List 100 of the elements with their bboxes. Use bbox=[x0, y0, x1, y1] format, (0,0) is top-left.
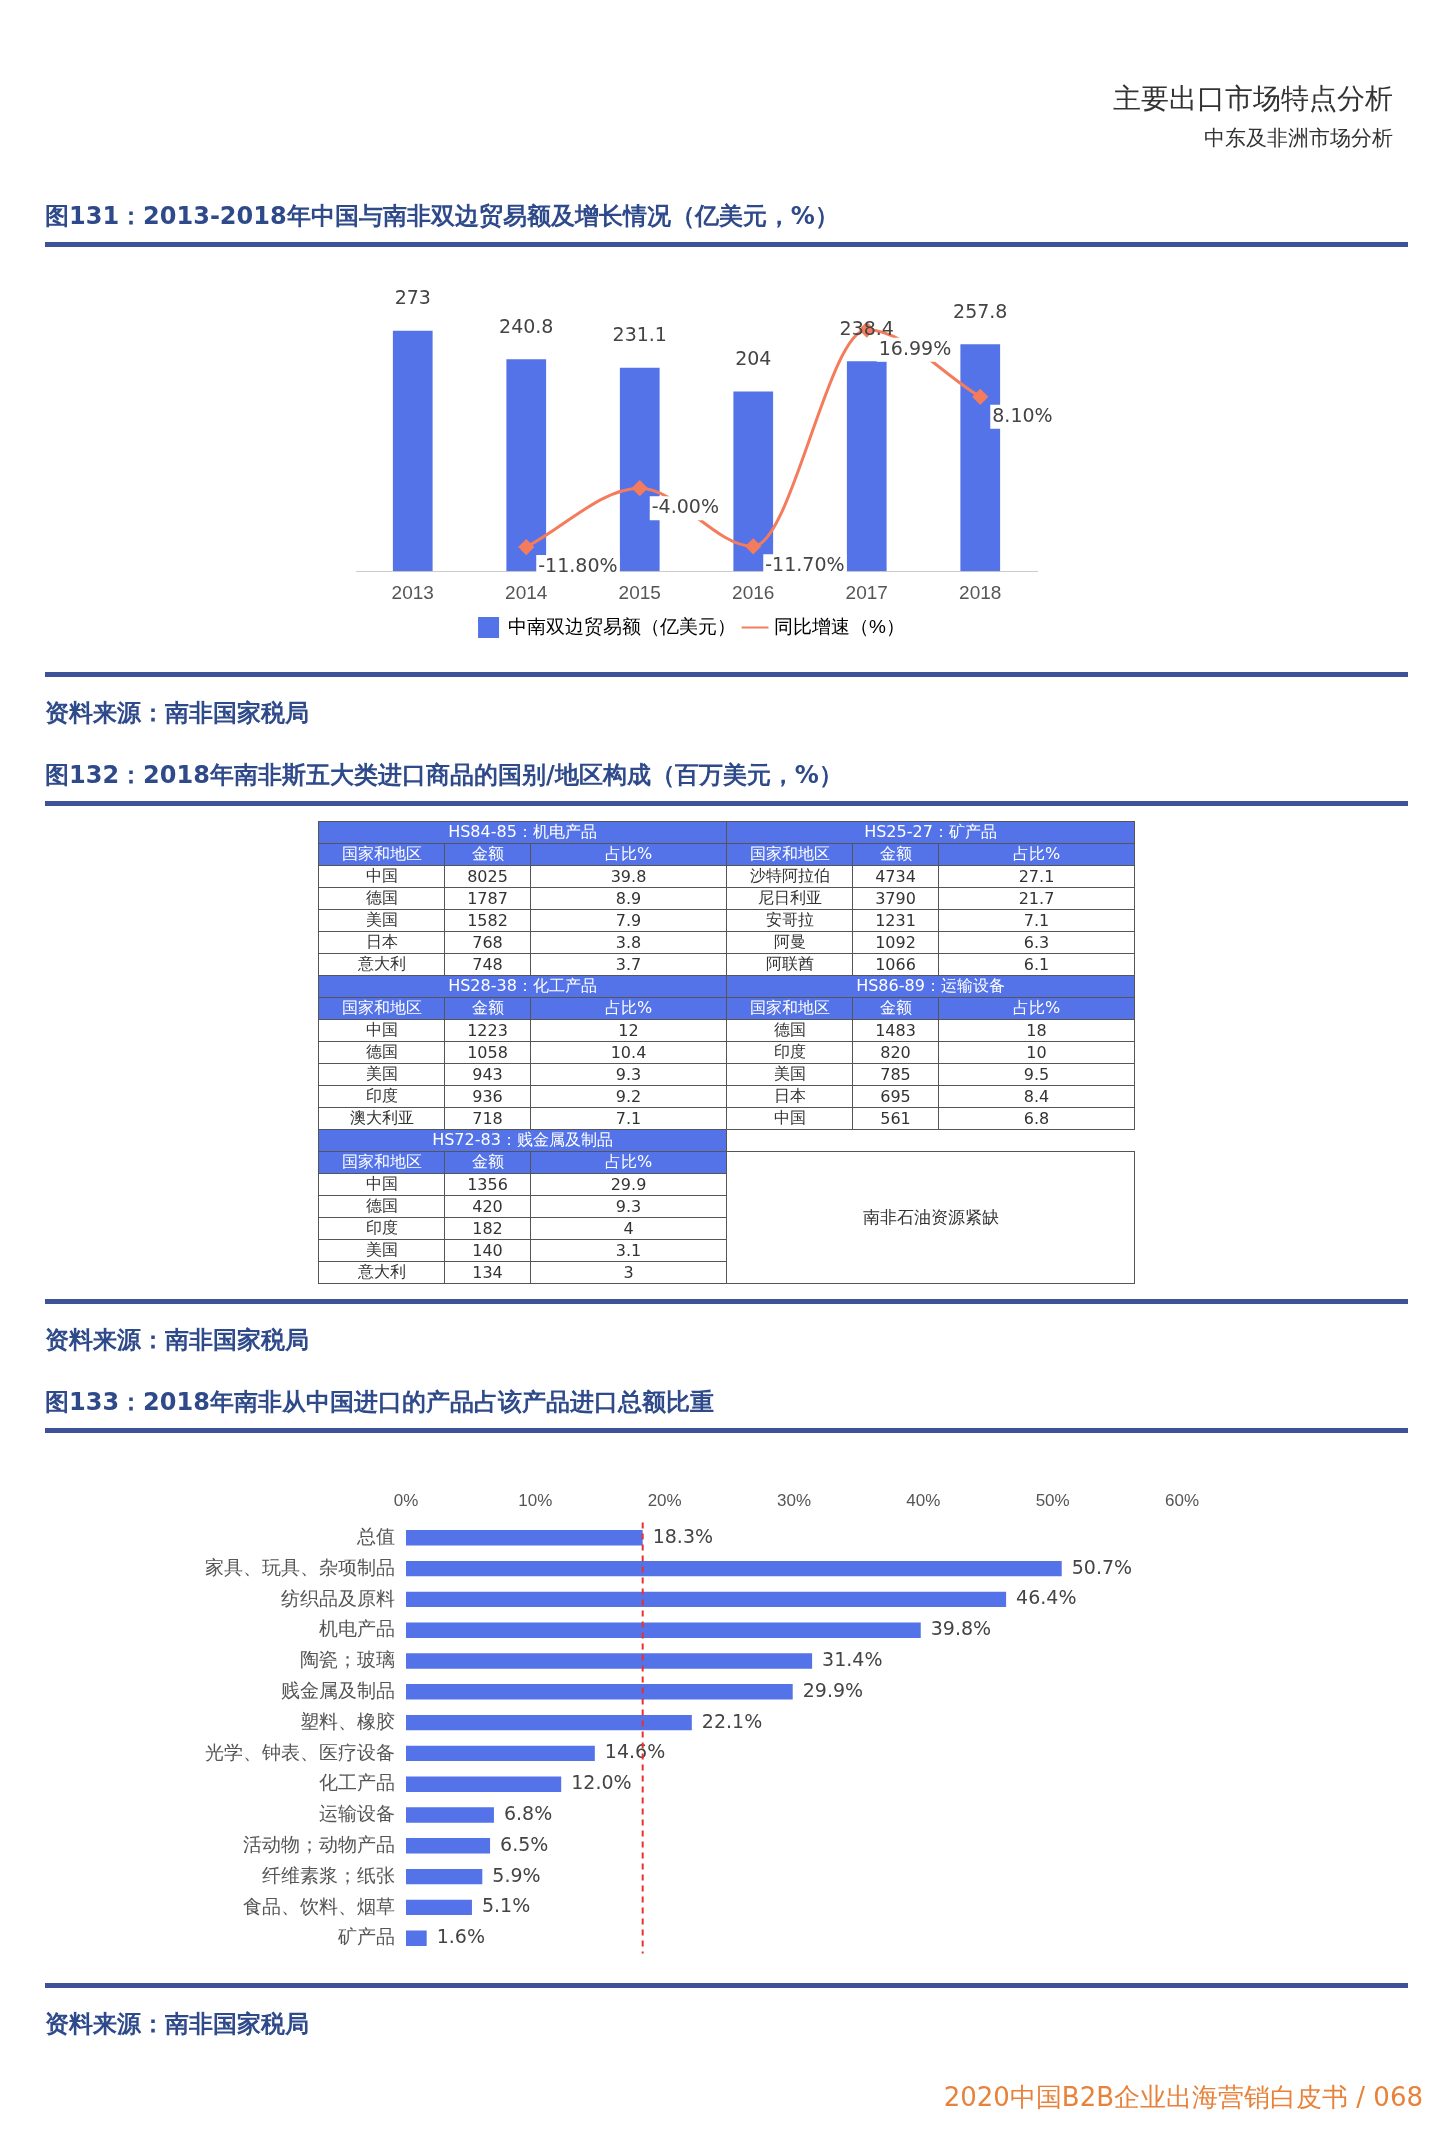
data-label: 12.0% bbox=[570, 1771, 632, 1794]
text: 3.7 bbox=[615, 955, 642, 974]
bar bbox=[405, 1868, 482, 1885]
y-tick-label: 运输设备 bbox=[318, 1803, 395, 1825]
text: 印度 bbox=[365, 1086, 398, 1105]
text: 1231 bbox=[875, 911, 916, 930]
category-label: HS25-27：矿产品 bbox=[726, 821, 1135, 844]
y-tick-label: 光学、钟表、医疗设备 bbox=[204, 1741, 395, 1763]
y-tick-label: 活动物；动物产品 bbox=[242, 1834, 395, 1856]
text: 主要出口市场特点分析 bbox=[1112, 81, 1393, 117]
data-label: 1.6% bbox=[436, 1925, 485, 1948]
y-tick-label: 矿产品 bbox=[336, 1926, 395, 1948]
bar bbox=[405, 1899, 472, 1916]
point bbox=[518, 539, 534, 555]
data-label: 257.8 bbox=[952, 299, 1007, 322]
chart-title: 图133：2018年南非从中国进口的产品占该产品进口总额比重 bbox=[45, 1386, 1408, 1433]
point bbox=[745, 538, 761, 554]
x-tick-label: 40% bbox=[905, 1490, 940, 1510]
text: 4 bbox=[623, 1219, 634, 1238]
bar bbox=[846, 361, 887, 572]
text: 1356 bbox=[467, 1175, 508, 1194]
text: 占比% bbox=[604, 844, 653, 863]
text: 9.3 bbox=[615, 1197, 642, 1216]
text: 39.8 bbox=[610, 867, 647, 886]
bar bbox=[405, 1714, 692, 1731]
text: 澳大利亚 bbox=[349, 1108, 414, 1127]
data-label: 29.9% bbox=[802, 1678, 863, 1701]
text: 中国 bbox=[365, 866, 398, 885]
data-label: 273 bbox=[394, 286, 431, 309]
text: 1582 bbox=[467, 911, 508, 930]
text: 占比% bbox=[604, 998, 653, 1017]
y-tick-label: 塑料、橡胶 bbox=[299, 1710, 395, 1732]
bar bbox=[405, 1930, 427, 1946]
text: 3.1 bbox=[615, 1241, 642, 1260]
text: 金额 bbox=[471, 844, 504, 863]
text: 中国 bbox=[773, 1108, 806, 1127]
data-label: 5.9% bbox=[491, 1863, 541, 1886]
text: 阿曼 bbox=[773, 932, 806, 951]
point bbox=[631, 480, 647, 496]
text: 美国 bbox=[365, 1064, 398, 1083]
text: 资料来源：南非国家税局 bbox=[45, 1299, 1408, 1356]
bar bbox=[405, 1684, 793, 1700]
text: 936 bbox=[472, 1087, 503, 1106]
bar bbox=[405, 1530, 643, 1546]
text: 1787 bbox=[467, 889, 508, 908]
data-label: 8.10% bbox=[991, 403, 1053, 426]
bar bbox=[405, 1807, 494, 1823]
data-label: 18.3% bbox=[652, 1524, 713, 1547]
text: 3 bbox=[623, 1263, 634, 1282]
text: 德国 bbox=[365, 1042, 398, 1061]
text: 德国 bbox=[773, 1020, 806, 1039]
point bbox=[972, 389, 988, 405]
text: 美国 bbox=[365, 1240, 398, 1259]
x-tick-label: 20% bbox=[647, 1490, 682, 1510]
text: 1058 bbox=[467, 1043, 508, 1062]
data-label: 204 bbox=[734, 346, 771, 369]
text: 140 bbox=[472, 1241, 503, 1260]
text: 7.1 bbox=[1023, 911, 1050, 930]
text: 695 bbox=[880, 1087, 911, 1106]
bar bbox=[405, 1745, 595, 1762]
text: 6.8 bbox=[1023, 1109, 1050, 1128]
y-tick-label: 总值 bbox=[355, 1526, 395, 1548]
x-tick-label: 30% bbox=[776, 1490, 811, 1510]
text: 6.1 bbox=[1023, 955, 1050, 974]
category-label: HS72-83：贱金属及制品 bbox=[318, 1129, 727, 1152]
x-tick-label: 2015 bbox=[618, 581, 661, 603]
text: 10 bbox=[1026, 1043, 1047, 1062]
x-tick-label: 60% bbox=[1164, 1490, 1199, 1510]
text: 印度 bbox=[365, 1218, 398, 1237]
text: 1066 bbox=[875, 955, 916, 974]
y-tick-label: 陶瓷；玻璃 bbox=[299, 1649, 395, 1671]
text: 资料来源：南非国家税局 bbox=[45, 1983, 1408, 2040]
data-label: -11.70% bbox=[764, 553, 845, 576]
text: 561 bbox=[880, 1109, 911, 1128]
text: 金额 bbox=[879, 844, 912, 863]
text: 中国 bbox=[365, 1020, 398, 1039]
data-label: 16.99% bbox=[878, 336, 951, 359]
text: 日本 bbox=[365, 932, 398, 951]
text: 德国 bbox=[365, 888, 398, 907]
x-tick-label: 0% bbox=[393, 1490, 418, 1510]
bar bbox=[405, 1838, 490, 1854]
text: 中国 bbox=[365, 1174, 398, 1193]
y-tick-label: 化工产品 bbox=[318, 1772, 395, 1794]
text: 印度 bbox=[773, 1042, 806, 1061]
text: 182 bbox=[472, 1219, 503, 1238]
data-label: -4.00% bbox=[651, 495, 719, 518]
text: 安哥拉 bbox=[765, 910, 814, 929]
data-label: 240.8 bbox=[498, 314, 553, 337]
text: 金额 bbox=[879, 998, 912, 1017]
bar bbox=[405, 1622, 921, 1638]
data-label: 14.6% bbox=[604, 1740, 665, 1763]
text: 沙特阿拉伯 bbox=[749, 866, 830, 885]
text: 785 bbox=[880, 1065, 911, 1084]
text: 占比% bbox=[604, 1152, 653, 1171]
x-tick-label: 2013 bbox=[391, 581, 434, 603]
text: 12 bbox=[618, 1021, 639, 1040]
data-label: 22.1% bbox=[701, 1709, 762, 1732]
y-tick-label: 食品、饮料、烟草 bbox=[242, 1895, 395, 1917]
x-tick-label: 2014 bbox=[504, 581, 548, 603]
text: 阿联酋 bbox=[765, 954, 814, 973]
